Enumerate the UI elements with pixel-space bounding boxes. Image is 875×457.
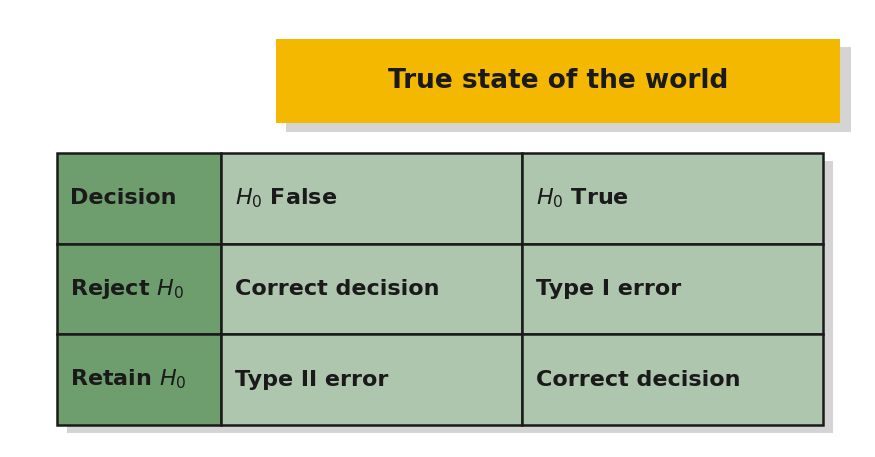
Text: Type I error: Type I error: [536, 279, 681, 299]
FancyBboxPatch shape: [57, 153, 221, 244]
Text: Correct decision: Correct decision: [234, 279, 439, 299]
Text: $\mathit{H}_0$ True: $\mathit{H}_0$ True: [536, 186, 628, 210]
FancyBboxPatch shape: [276, 39, 840, 123]
FancyBboxPatch shape: [67, 161, 833, 433]
Text: Reject $\mathit{H}_0$: Reject $\mathit{H}_0$: [70, 277, 184, 301]
FancyBboxPatch shape: [221, 335, 522, 425]
FancyBboxPatch shape: [57, 335, 221, 425]
FancyBboxPatch shape: [221, 244, 522, 335]
Text: Retain $\mathit{H}_0$: Retain $\mathit{H}_0$: [70, 368, 186, 392]
FancyBboxPatch shape: [221, 153, 522, 244]
FancyBboxPatch shape: [286, 47, 850, 132]
Text: $\mathit{H}_0$ False: $\mathit{H}_0$ False: [234, 186, 337, 210]
Text: Decision: Decision: [70, 188, 177, 208]
FancyBboxPatch shape: [57, 244, 221, 335]
FancyBboxPatch shape: [522, 153, 822, 244]
Text: Correct decision: Correct decision: [536, 370, 740, 390]
Text: Type II error: Type II error: [234, 370, 388, 390]
Text: True state of the world: True state of the world: [388, 68, 728, 94]
FancyBboxPatch shape: [522, 335, 822, 425]
FancyBboxPatch shape: [522, 244, 822, 335]
